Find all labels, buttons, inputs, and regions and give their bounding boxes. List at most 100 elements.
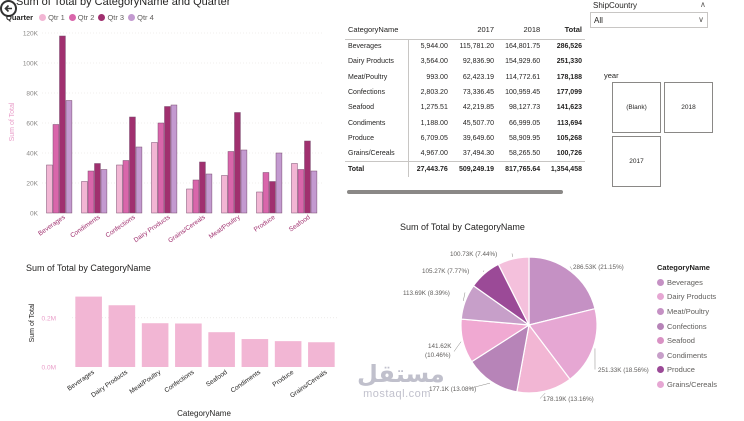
back-arrow-icon[interactable] [0,0,17,17]
bar-qtr1-produce[interactable] [256,191,263,214]
bar-confections[interactable] [175,323,202,367]
bar-produce[interactable] [274,341,302,367]
bar-qtr2-confections[interactable] [122,160,130,214]
year-slicer-label: year [604,71,619,80]
pie-legend-item[interactable]: Meat/Poultry [657,304,717,319]
pie-legend-item[interactable]: Confections [657,319,717,334]
pie-legend-label: Beverages [667,277,703,287]
pie-slice-meatpoultry[interactable] [516,323,571,394]
pie-title: Sum of Total by CategoryName [400,222,525,232]
year-tile-2018[interactable]: 2018 [664,82,713,133]
matrix-header-2018[interactable]: 2018 [497,20,544,40]
pie-legend-item[interactable]: Beverages [657,275,717,290]
table-row: Beverages 5,944.00 115,781.20 164,801.75 286… [345,39,585,55]
bar-qtr1-grainscereals[interactable] [186,188,193,214]
bar-qtr1-beverages[interactable] [46,164,53,214]
bar-qtr2-beverages[interactable] [52,124,60,214]
x-tick-label: Confections [163,368,196,394]
pie-leader-line [539,392,546,399]
bar-qtr1-confections[interactable] [116,164,123,214]
bar-qtr3-beverages[interactable] [59,35,66,214]
bar-qtr3-dairyproducts[interactable] [164,106,171,214]
bar-qtr4-seafood[interactable] [310,170,318,214]
bar-qtr3-produce[interactable] [269,181,276,214]
x-tick-label: Beverages [37,213,67,237]
shipcountry-dropdown[interactable]: All ∨ [590,12,708,28]
bar-qtr3-grainscereals[interactable] [199,161,206,214]
bar-meatpoultry[interactable] [141,323,169,367]
matrix-header-category[interactable]: CategoryName [345,20,409,40]
x-tick-label: Meat/Poultry [128,368,163,395]
matrix-cell: 100,726 [556,149,582,157]
matrix-cell: 98,127.73 [497,100,544,116]
bar-seafood[interactable] [208,332,235,367]
bar-qtr1-seafood[interactable] [291,163,298,214]
pie-legend-title: CategoryName [657,263,710,272]
matrix-cell: 177,099 [556,89,582,97]
pie-legend-item[interactable]: Produce [657,363,717,378]
bar-qtr2-produce[interactable] [262,172,270,214]
bar-qtr2-condiments[interactable] [87,170,95,214]
bar-qtr1-condiments[interactable] [81,181,88,214]
bar-condiments[interactable] [241,339,269,367]
pie-legend-label: Produce [667,365,695,375]
slicer-collapse-icon[interactable]: ∧ [700,0,706,9]
bar-qtr4-condiments[interactable] [100,169,108,214]
matrix-cell: 73,336.45 [462,89,495,97]
pie-legend-item[interactable]: Grains/Cereals [657,377,717,392]
bar-qtr4-grainscereals[interactable] [205,173,213,214]
legend-item-qtr4[interactable]: Qtr 4 [128,13,154,22]
x-tick-label: Dairy Products [90,368,130,399]
pie-slice-beverages[interactable] [528,256,596,326]
pie-legend-item[interactable]: Seafood [657,333,717,348]
shipcountry-slicer-label: ShipCountry [593,1,638,10]
bar-qtr4-produce[interactable] [275,152,283,214]
x-tick-label: Produce [253,214,277,234]
bar-beverages[interactable] [75,296,102,367]
bar-qtr4-meatpoultry[interactable] [240,149,248,214]
pie-legend-item[interactable]: Dairy Products [657,290,717,305]
matrix-header-2017[interactable]: 2017 [450,20,498,40]
legend-item-qtr1[interactable]: Qtr 1 [39,13,65,22]
pie-slice-grainscereals[interactable] [497,256,530,326]
bar-qtr1-meatpoultry[interactable] [221,175,228,214]
pie-legend-item[interactable]: Condiments [657,348,717,363]
pie-leader-line [468,382,491,389]
matrix-cell: 6,709.05 [408,130,451,147]
bar-qtr2-seafood[interactable] [297,169,305,214]
watermark-latin: mostaql.com [363,388,431,400]
pie-legend: CategoryName Beverages Dairy Products Meat… [657,263,717,392]
year-tile-2017[interactable]: 2017 [612,136,661,187]
pie-slice-confections[interactable] [470,323,530,393]
bar-qtr3-confections[interactable] [129,116,136,214]
bar-qtr2-meatpoultry[interactable] [227,151,235,214]
table-row: Seafood 1,275.51 42,219.85 98,127.73 141,623 [345,100,585,116]
legend-item-qtr2[interactable]: Qtr 2 [68,13,94,22]
matrix-horizontal-scrollbar[interactable] [347,190,563,194]
bar-qtr4-confections[interactable] [135,146,143,214]
bar-qtr3-seafood[interactable] [304,140,311,214]
pie-legend-label: Grains/Cereals [667,379,718,389]
bar-qtr3-meatpoultry[interactable] [234,112,241,214]
matrix-header-total[interactable]: Total [543,20,585,40]
shipcountry-selected-value: All [594,16,603,25]
legend-item-qtr3[interactable]: Qtr 3 [98,13,124,22]
legend-swatch-icon [657,366,664,374]
bar-dairyproducts[interactable] [108,305,136,367]
bar-qtr4-beverages[interactable] [65,100,73,214]
bar-qtr2-grainscereals[interactable] [192,179,200,214]
year-tile-blank[interactable]: (Blank) [612,82,661,133]
watermark-arabic: مستقل [357,361,445,388]
chart1-legend: Quarter Qtr 1 Qtr 2 Qtr 3 Qtr 4 [6,13,154,22]
pie-legend-label: Dairy Products [667,292,717,302]
matrix-cell: 1,354,458 [543,160,585,177]
bar-qtr2-dairyproducts[interactable] [157,122,165,214]
pie-slice-dairyproducts[interactable] [527,308,598,381]
pie-data-label: 100.73K (7.44%) [450,251,497,258]
bar-grainscereals[interactable] [308,342,335,367]
bar-qtr4-dairyproducts[interactable] [170,104,178,214]
bar-qtr1-dairyproducts[interactable] [151,142,158,214]
matrix-cell: 251,330 [556,58,582,66]
legend-swatch-icon [657,322,664,330]
bar-qtr3-condiments[interactable] [94,163,101,214]
